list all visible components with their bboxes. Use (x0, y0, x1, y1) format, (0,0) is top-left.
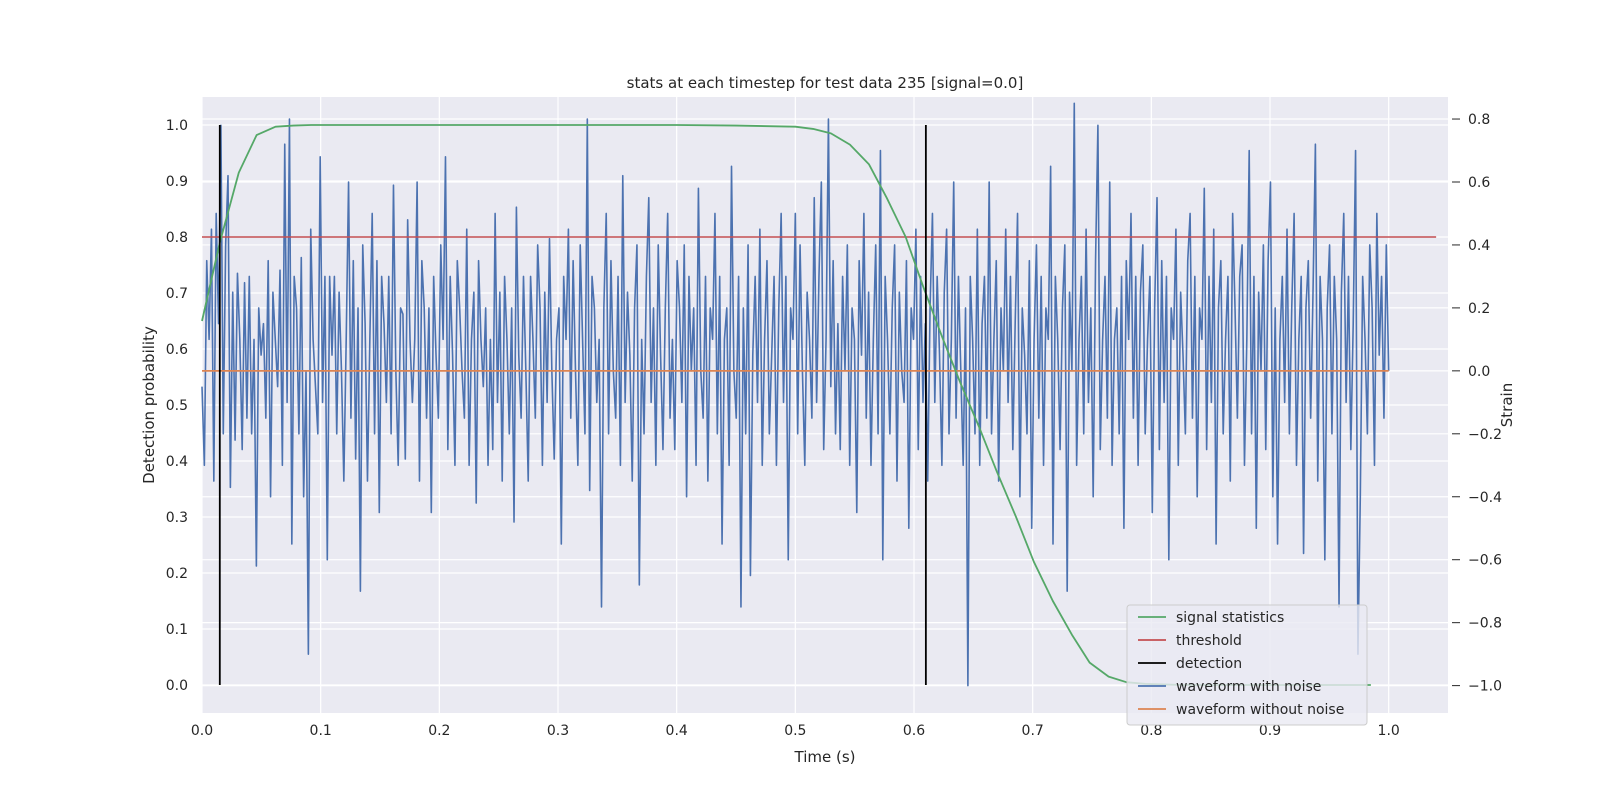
legend-entry-detection: detection (1176, 656, 1242, 672)
y2-tick-label: 0.4 (1468, 238, 1490, 254)
y-tick-label: 1.0 (166, 118, 188, 134)
legend-entry-threshold: threshold (1176, 633, 1242, 649)
x-tick-label: 0.6 (903, 723, 925, 739)
y-axis-label: Detection probability (140, 326, 158, 484)
y2-tick-label: 0.0 (1468, 364, 1490, 380)
y-tick-label: 0.0 (166, 678, 188, 694)
y2-axis-label: Strain (1498, 383, 1516, 427)
x-tick-label: 0.0 (191, 723, 213, 739)
x-tick-label: 0.4 (666, 723, 688, 739)
y-axis-right: −1.0 −0.8 −0.6 −0.4 −0.2 0.0 0.2 0.4 0.6 0.8 (1452, 112, 1502, 695)
y-tick-label: 0.3 (166, 510, 188, 526)
legend-entry-signal-statistics: signal statistics (1176, 610, 1284, 626)
x-tick-label: 0.5 (784, 723, 806, 739)
x-tick-label: 0.9 (1259, 723, 1281, 739)
y2-tick-label: −0.4 (1468, 490, 1502, 506)
legend-box (1126, 604, 1368, 726)
y-tick-label: 0.4 (166, 454, 188, 470)
legend-entry-waveform-without-noise: waveform without noise (1176, 702, 1344, 718)
y-tick-label: 0.1 (166, 622, 188, 638)
y2-tick-label: −0.2 (1468, 427, 1502, 443)
legend-entry-waveform-with-noise: waveform with noise (1176, 679, 1321, 695)
chart-title: stats at each timestep for test data 235… (627, 74, 1024, 92)
x-tick-label: 0.7 (1022, 723, 1044, 739)
x-tick-label: 0.2 (428, 723, 450, 739)
x-tick-label: 1.0 (1378, 723, 1400, 739)
y-tick-label: 0.2 (166, 566, 188, 582)
x-tick-label: 0.1 (310, 723, 332, 739)
y-tick-label: 0.7 (166, 286, 188, 302)
x-tick-label: 0.3 (547, 723, 569, 739)
series-line-waveform-with-noise (201, 102, 1390, 687)
x-axis: 0.0 0.1 0.2 0.3 0.4 0.5 0.6 0.7 0.8 0.9 1.0 (191, 723, 1400, 739)
x-axis-label: Time (s) (794, 748, 856, 766)
y-tick-label: 0.5 (166, 398, 188, 414)
legend: signal statistics threshold detection wa… (1126, 604, 1368, 726)
y-axis-left: 0.0 0.1 0.2 0.3 0.4 0.5 0.6 0.7 0.8 0.9 1.0 (166, 118, 188, 694)
y2-tick-label: 0.2 (1468, 301, 1490, 317)
y-tick-label: 0.9 (166, 174, 188, 190)
y2-tick-label: 0.8 (1468, 112, 1490, 128)
y-tick-label: 0.8 (166, 230, 188, 246)
x-tick-label: 0.8 (1140, 723, 1162, 739)
y2-tick-label: −0.6 (1468, 553, 1502, 569)
y2-tick-label: −1.0 (1468, 679, 1502, 695)
y2-tick-label: 0.6 (1468, 175, 1490, 191)
y-tick-label: 0.6 (166, 342, 188, 358)
y2-tick-label: −0.8 (1468, 616, 1502, 632)
